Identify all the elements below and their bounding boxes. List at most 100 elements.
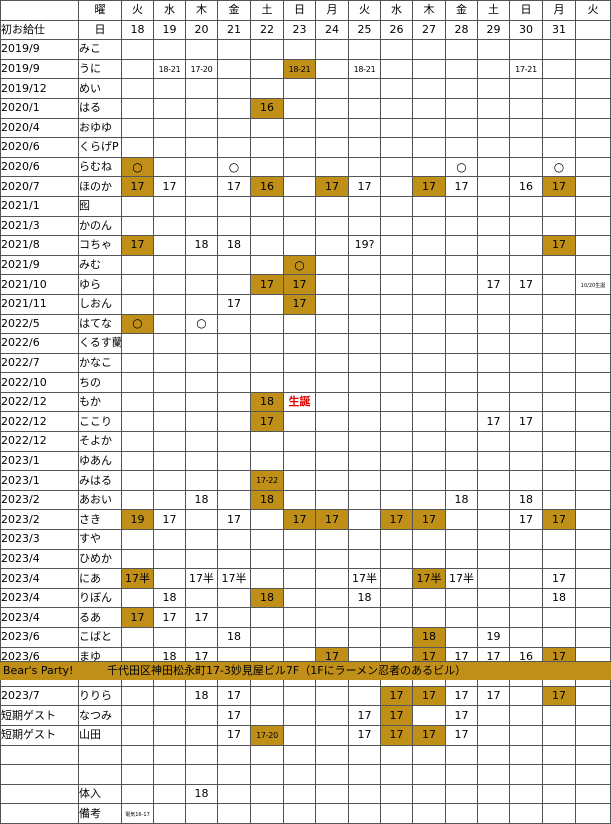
shift-cell [283, 803, 316, 824]
shift-cell: 電気16-17 [121, 803, 154, 824]
shift-cell [250, 313, 284, 335]
start-month-cell: 短期ゲスト [0, 724, 79, 746]
shift-cell [509, 254, 543, 276]
date-cell: 18 [121, 19, 154, 41]
weekday-label: 曜 [78, 0, 122, 21]
shift-cell [315, 470, 349, 491]
shift-cell [509, 372, 543, 393]
shift-time: 17 [227, 728, 241, 742]
staff-row: 2023/2 さき 19 17 17 17 17 17 17 17 17 [0, 509, 611, 531]
staff-name-cell: ひめか [78, 548, 122, 570]
shift-cell: ○ [283, 254, 316, 276]
staff-row: 2023/4 りぼん 18 18 18 18 [0, 587, 611, 609]
shift-cell: 生誕 [283, 391, 316, 413]
shift-cell [477, 254, 510, 276]
shift-cell: 17 [153, 607, 186, 628]
date-cell: 22 [250, 19, 284, 41]
shift-cell [121, 274, 154, 295]
weekday-cell: 月 [542, 0, 576, 21]
shift-cell [542, 548, 576, 570]
shift-cell [250, 431, 284, 452]
shift-cell [185, 39, 218, 60]
header-date-row: 初お給仕日 18 19 20 21 22 23 24 25 26 27 28 29 30 31 [0, 19, 611, 41]
shift-cell [217, 803, 251, 824]
shift-cell [445, 137, 478, 158]
birthday-note: 生誕 [288, 395, 311, 409]
shift-cell [217, 254, 251, 276]
shift-cell [217, 313, 251, 335]
shift-cell: 17 [217, 509, 251, 531]
shift-cell [185, 724, 218, 746]
shift-cell [283, 607, 316, 628]
shift-cell [542, 333, 576, 354]
shift-cell: 18 [250, 391, 284, 413]
shift-cell [412, 548, 446, 570]
shift-cell [250, 529, 284, 550]
shift-cell [283, 685, 316, 707]
staff-row: 2021/9 みむ ○ [0, 254, 611, 276]
shift-cell [121, 529, 154, 550]
shift-cell [153, 431, 186, 452]
shift-time: 17 [389, 728, 404, 742]
shift-cell [217, 489, 251, 511]
date-cell: 29 [477, 19, 510, 41]
shift-cell [121, 117, 154, 139]
shift-cell [315, 58, 349, 80]
start-month-cell: 2022/12 [0, 431, 79, 452]
shift-time: 18 [357, 591, 372, 605]
shift-cell [153, 195, 186, 217]
shift-cell [445, 744, 478, 766]
shift-cell [185, 97, 218, 119]
shift-time: 17 [552, 649, 566, 663]
shift-cell [250, 685, 284, 707]
shift-cell [250, 215, 284, 237]
shift-cell [121, 195, 154, 217]
shift-cell [283, 78, 316, 99]
shift-cell [121, 764, 154, 785]
shift-cell [575, 724, 611, 746]
shift-cell: 17 [412, 685, 446, 707]
shift-cell [509, 293, 543, 315]
shift-time: 17 [325, 179, 339, 193]
staff-name-cell: ほのか [78, 176, 122, 197]
shift-cell [217, 529, 251, 550]
staff-row: 2022/12 ここり 17 17 17 [0, 411, 611, 433]
shift-cell [185, 195, 218, 217]
shift-cell [542, 39, 576, 60]
shift-cell [185, 529, 218, 550]
shift-time: 17 [422, 649, 436, 663]
shift-time: 17 [227, 297, 241, 311]
shift-cell [315, 548, 349, 570]
shift-cell: 17半 [185, 568, 218, 589]
shift-cell [412, 274, 446, 295]
shift-cell [412, 333, 446, 354]
shift-cell [477, 372, 510, 393]
start-month-cell: 2023/2 [0, 489, 79, 511]
date-cell [575, 19, 611, 41]
shift-cell: 18 [542, 587, 576, 609]
shift-cell: 17 [217, 176, 251, 197]
start-month-cell: 短期ゲスト [0, 705, 79, 726]
staff-name-cell: かのん [78, 215, 122, 237]
shift-cell [542, 627, 576, 648]
shift-cell [477, 195, 510, 217]
shift-cell: 17 [542, 235, 576, 256]
shift-cell: 17 [315, 176, 349, 197]
shift-cell: 17 [217, 724, 251, 746]
shift-time: 19? [354, 238, 375, 252]
date-cell: 25 [348, 19, 381, 41]
shift-cell [477, 391, 510, 413]
start-month-cell: 2019/9 [0, 58, 79, 80]
shift-cell [412, 803, 446, 824]
start-month-cell: 2023/1 [0, 450, 79, 472]
shift-cell [477, 176, 510, 197]
shift-cell [575, 431, 611, 452]
shift-cell: 17 [121, 176, 154, 197]
shift-cell [283, 529, 316, 550]
shift-time: 18 [227, 238, 241, 252]
start-month-cell: 2022/6 [0, 333, 79, 354]
shift-cell [542, 529, 576, 550]
staff-row: 2022/7 かなこ [0, 352, 611, 374]
shift-cell [477, 587, 510, 609]
shift-cell [250, 137, 284, 158]
